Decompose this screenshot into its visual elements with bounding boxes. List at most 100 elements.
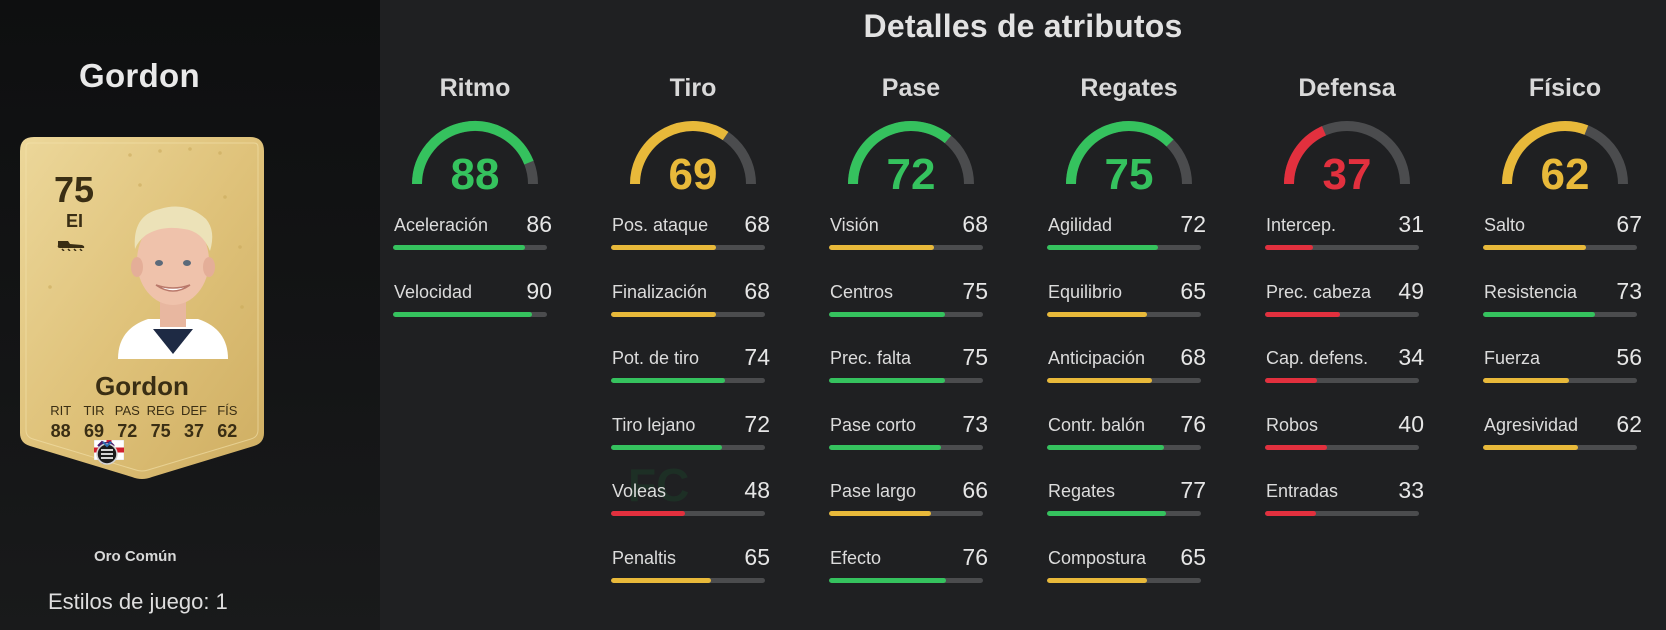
stat-row[interactable]: Intercep. 31	[1262, 211, 1432, 282]
stat-bar-fill	[1265, 378, 1318, 383]
stat-label: Robos	[1266, 414, 1319, 435]
stat-bar	[611, 511, 765, 516]
stat-list: Aceleración 86 Velocidad 90	[390, 211, 560, 349]
stat-label: Finalización	[612, 281, 708, 302]
stat-row[interactable]: Prec. cabeza 49	[1262, 278, 1432, 349]
stat-row[interactable]: Robos 40	[1262, 411, 1432, 482]
player-panel: Gordon 75 EI	[0, 0, 380, 630]
gauge-fill	[848, 121, 952, 185]
stat-row[interactable]: Resistencia 73	[1480, 278, 1650, 349]
gauge-fill	[1066, 121, 1174, 185]
card-stat-rit: RIT 88	[50, 403, 72, 441]
stat-bar	[1047, 245, 1201, 250]
stat-list: Pos. ataque 68 Finalización 68 Pot. de tiro 7…	[608, 211, 778, 615]
category-name: Regates	[1080, 74, 1178, 102]
stat-list: Visión 68 Centros 75 Prec. falta 75 Pase corto…	[826, 211, 996, 615]
category-gauge: 37	[1282, 116, 1412, 199]
playstyles-count[interactable]: Estilos de juego: 1	[48, 589, 228, 614]
stat-row[interactable]: Aceleración 86	[390, 211, 560, 282]
stat-row[interactable]: Fuerza 56	[1480, 344, 1650, 415]
stat-bar	[1265, 245, 1419, 250]
stat-value: 72	[1180, 211, 1206, 237]
card-stat-reg: REG 75	[146, 403, 175, 441]
stat-value: 68	[744, 277, 770, 304]
stat-row[interactable]: Visión 68	[826, 211, 996, 282]
stat-row[interactable]: Entradas 33	[1262, 477, 1432, 548]
stat-bar	[611, 311, 765, 317]
stat-label: Agresividad	[1484, 414, 1579, 435]
category-gauge: 62	[1500, 116, 1630, 199]
stat-row[interactable]: Prec. falta 75	[826, 344, 996, 415]
attribute-column-f-sico: Físico 62 Salto 67 Resistencia 73 Fuerza 56 Agre…	[1480, 74, 1650, 481]
stat-label: Anticipación	[1048, 348, 1146, 368]
stat-row[interactable]: Centros 75	[826, 278, 996, 349]
stat-value: 68	[1180, 344, 1206, 370]
stat-row[interactable]: Agresividad 62	[1480, 411, 1650, 482]
stat-row[interactable]: Regates 77	[1044, 477, 1214, 548]
stat-value: 76	[1180, 410, 1206, 437]
category-value: 72	[886, 150, 936, 199]
card-stats: RIT 88 TIR 69 PAS 72 REG 75 DEF 37 FÍS 62	[44, 403, 244, 442]
attribute-details-panel: Detalles de atributos FC Ritmo 88 Acelerac…	[380, 0, 1666, 630]
stat-label: Salto	[1484, 215, 1526, 235]
stat-bar-fill	[611, 245, 716, 250]
stat-bar-fill	[1047, 577, 1148, 583]
stat-label: Regates	[1048, 481, 1116, 501]
stat-value: 40	[1398, 410, 1424, 437]
stat-value: 75	[962, 277, 988, 304]
stat-label: Compostura	[1048, 547, 1147, 568]
stat-row[interactable]: Agilidad 72	[1044, 211, 1214, 282]
stat-value: 56	[1616, 344, 1642, 370]
stat-bar-fill	[1047, 245, 1158, 250]
stat-list: Intercep. 31 Prec. cabeza 49 Cap. defens. 34 R…	[1262, 211, 1432, 548]
stat-row[interactable]: Anticipación 68	[1044, 344, 1214, 415]
stat-row[interactable]: Cap. defens. 34	[1262, 344, 1432, 415]
category-name: Pase	[881, 74, 941, 102]
stat-value: 65	[1180, 543, 1206, 570]
stat-label: Voleas	[612, 481, 667, 501]
stat-value: 67	[1616, 211, 1642, 237]
stat-row[interactable]: Finalización 68	[608, 278, 778, 349]
stat-label: Centros	[830, 281, 894, 302]
stat-bar	[1265, 378, 1419, 383]
stat-bar	[1483, 378, 1637, 383]
stat-bar-fill	[829, 444, 942, 450]
stat-bar	[611, 444, 765, 450]
stat-row[interactable]: Penaltis 65	[608, 544, 778, 615]
stat-bar-fill	[1265, 311, 1341, 317]
card-stat-tir: TIR 69	[83, 403, 105, 441]
stat-row[interactable]: Compostura 65	[1044, 544, 1214, 615]
stat-value: 65	[744, 543, 770, 570]
stat-row[interactable]: Efecto 76	[826, 544, 996, 615]
stat-bar-fill	[829, 378, 945, 383]
stat-row[interactable]: Pos. ataque 68	[608, 211, 778, 282]
card-player-name: Gordon	[95, 371, 189, 401]
stat-value: 72	[744, 410, 770, 437]
stat-bar	[1483, 311, 1637, 317]
stat-bar-fill	[1483, 378, 1570, 383]
stat-row[interactable]: Velocidad 90	[390, 278, 560, 349]
player-card[interactable]: 75 EI Gordon RIT 88	[20, 137, 264, 482]
stat-value: 48	[744, 477, 770, 503]
stat-row[interactable]: Voleas 48	[608, 477, 778, 548]
stat-row[interactable]: Pase largo 66	[826, 477, 996, 548]
stat-bar-fill	[829, 311, 945, 317]
stat-row[interactable]: Pase corto 73	[826, 411, 996, 482]
stat-label: Pos. ataque	[612, 215, 709, 235]
category-value: 62	[1540, 150, 1590, 199]
stat-bar-fill	[1265, 245, 1313, 250]
stat-list: Agilidad 72 Equilibrio 65 Anticipación 68 Cont…	[1044, 211, 1214, 615]
stat-value: 34	[1398, 344, 1424, 370]
stat-value: 73	[1616, 277, 1642, 304]
stat-row[interactable]: Contr. balón 76	[1044, 411, 1214, 482]
stat-bar-fill	[611, 511, 685, 516]
stat-bar-fill	[611, 577, 712, 583]
stat-bar	[829, 511, 983, 516]
attribute-column-defensa: Defensa 37 Intercep. 31 Prec. cabeza 49 Cap. d…	[1262, 74, 1432, 548]
stat-row[interactable]: Equilibrio 65	[1044, 278, 1214, 349]
stat-label: Intercep.	[1266, 215, 1337, 235]
stat-row[interactable]: Salto 67	[1480, 211, 1650, 282]
stat-label: Fuerza	[1484, 348, 1541, 368]
stat-row[interactable]: Tiro lejano 72	[608, 411, 778, 482]
stat-row[interactable]: Pot. de tiro 74	[608, 344, 778, 415]
